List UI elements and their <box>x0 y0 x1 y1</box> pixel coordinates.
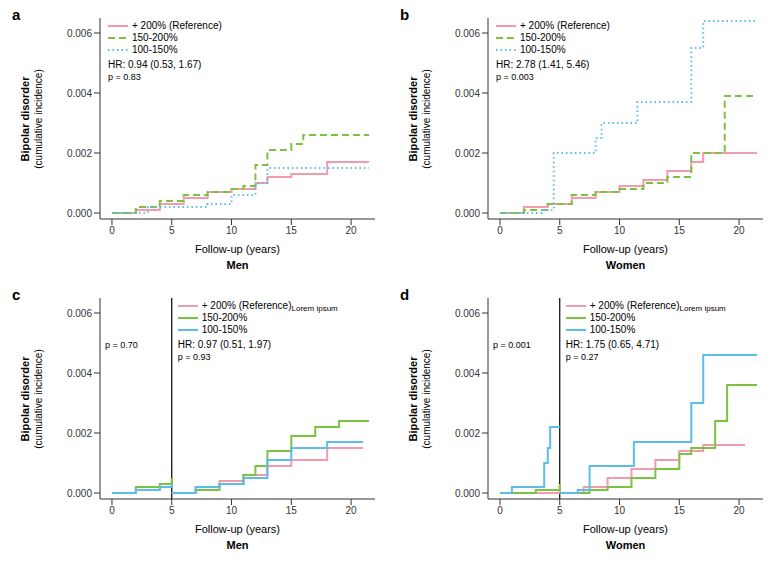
svg-text:0.000: 0.000 <box>67 488 92 499</box>
html-text:(cumulative incidence): (cumulative incidence) <box>33 68 44 169</box>
svg-text:0.002: 0.002 <box>455 148 480 159</box>
html-text:Women: Women <box>605 539 646 551</box>
html-text:Bipolar disorder: Bipolar disorder <box>19 356 31 441</box>
html-text:150-200%: 150-200% <box>520 32 566 43</box>
svg-text:5: 5 <box>557 225 563 236</box>
svg-text:10: 10 <box>226 225 238 236</box>
svg-text:0.006: 0.006 <box>455 308 480 319</box>
svg-text:10: 10 <box>614 225 626 236</box>
svg-text:0.002: 0.002 <box>67 148 92 159</box>
html-text:p = 0.93: p = 0.93 <box>177 352 211 362</box>
html-text:Follow-up (years): Follow-up (years) <box>583 243 668 255</box>
html-text:HR: 0.94 (0.53, 1.67): HR: 0.94 (0.53, 1.67) <box>108 59 202 70</box>
html-text:100-150%: 100-150% <box>132 44 178 55</box>
html-text:HR: 1.75 (0.65, 4.71): HR: 1.75 (0.65, 4.71) <box>565 339 660 350</box>
svg-text:5: 5 <box>557 505 563 516</box>
html-text:Bipolar disorder: Bipolar disorder <box>407 76 419 161</box>
html-text:(cumulative incidence): (cumulative incidence) <box>421 68 432 169</box>
html-text:Bipolar disorder: Bipolar disorder <box>19 76 31 161</box>
html-text:150-200%: 150-200% <box>201 312 248 323</box>
svg-text:15: 15 <box>674 225 686 236</box>
html-text:p = 0.27: p = 0.27 <box>565 352 599 362</box>
html-text:c: c <box>12 286 21 303</box>
svg-text:0.006: 0.006 <box>67 308 92 319</box>
svg-text:0.000: 0.000 <box>67 208 92 219</box>
svg-text:0.002: 0.002 <box>67 428 92 439</box>
html-text:+ 200% (Reference)Lorem ipsum: + 200% (Reference)Lorem ipsum <box>201 300 338 313</box>
svg-text:10: 10 <box>614 505 626 516</box>
html-text:100-150%: 100-150% <box>520 44 566 55</box>
html-text:+ 200% (Reference): + 200% (Reference) <box>132 20 222 31</box>
html-text:Women: Women <box>605 259 646 271</box>
html-text:b: b <box>400 6 410 23</box>
html-text:+ 200% (Reference): + 200% (Reference) <box>520 20 610 31</box>
html-text:Follow-up (years): Follow-up (years) <box>195 523 280 535</box>
svg-text:5: 5 <box>169 225 175 236</box>
html-text:p = 0.83: p = 0.83 <box>108 72 141 82</box>
svg-text:20: 20 <box>346 505 358 516</box>
html-text:Bipolar disorder: Bipolar disorder <box>407 356 419 441</box>
html-text:Follow-up (years): Follow-up (years) <box>195 243 280 255</box>
svg-text:5: 5 <box>169 505 175 516</box>
svg-text:0.000: 0.000 <box>455 488 480 499</box>
svg-text:0.006: 0.006 <box>67 28 92 39</box>
html-text:a: a <box>12 6 21 23</box>
html-text:HR: 2.78 (1.41, 5.46): HR: 2.78 (1.41, 5.46) <box>496 59 590 70</box>
html-text:Men: Men <box>226 539 249 551</box>
html-text:p = 0.003: p = 0.003 <box>496 72 534 82</box>
svg-text:0: 0 <box>497 225 503 236</box>
svg-text:15: 15 <box>286 225 298 236</box>
svg-text:0.004: 0.004 <box>67 88 92 99</box>
html-text:150-200%: 150-200% <box>132 32 178 43</box>
svg-text:15: 15 <box>286 505 298 516</box>
html-text:100-150%: 100-150% <box>589 324 636 335</box>
html-text:HR: 0.97 (0.51, 1.97): HR: 0.97 (0.51, 1.97) <box>177 339 272 350</box>
svg-text:0.002: 0.002 <box>455 428 480 439</box>
svg-text:0.004: 0.004 <box>455 88 480 99</box>
html-text:100-150%: 100-150% <box>201 324 248 335</box>
html-text:p = 0.001: p = 0.001 <box>493 340 531 350</box>
html-text:Men: Men <box>226 259 249 271</box>
html-text:(cumulative incidence): (cumulative incidence) <box>33 348 44 449</box>
html-text:p = 0.70: p = 0.70 <box>105 340 138 350</box>
html-text:d: d <box>400 286 410 303</box>
svg-text:0.004: 0.004 <box>67 368 92 379</box>
svg-text:15: 15 <box>674 505 686 516</box>
svg-text:0.004: 0.004 <box>455 368 480 379</box>
svg-text:20: 20 <box>346 225 358 236</box>
svg-text:0.000: 0.000 <box>455 208 480 219</box>
svg-text:0: 0 <box>109 505 115 516</box>
svg-text:20: 20 <box>734 225 746 236</box>
svg-text:0.006: 0.006 <box>455 28 480 39</box>
html-text:+ 200% (Reference)Lorem ipsum: + 200% (Reference)Lorem ipsum <box>589 300 726 313</box>
svg-text:20: 20 <box>734 505 746 516</box>
svg-text:0: 0 <box>497 505 503 516</box>
svg-text:10: 10 <box>226 505 238 516</box>
html-text:Follow-up (years): Follow-up (years) <box>583 523 668 535</box>
svg-text:0: 0 <box>109 225 115 236</box>
html-text:(cumulative incidence): (cumulative incidence) <box>421 348 432 449</box>
html-text:150-200%: 150-200% <box>589 312 636 323</box>
